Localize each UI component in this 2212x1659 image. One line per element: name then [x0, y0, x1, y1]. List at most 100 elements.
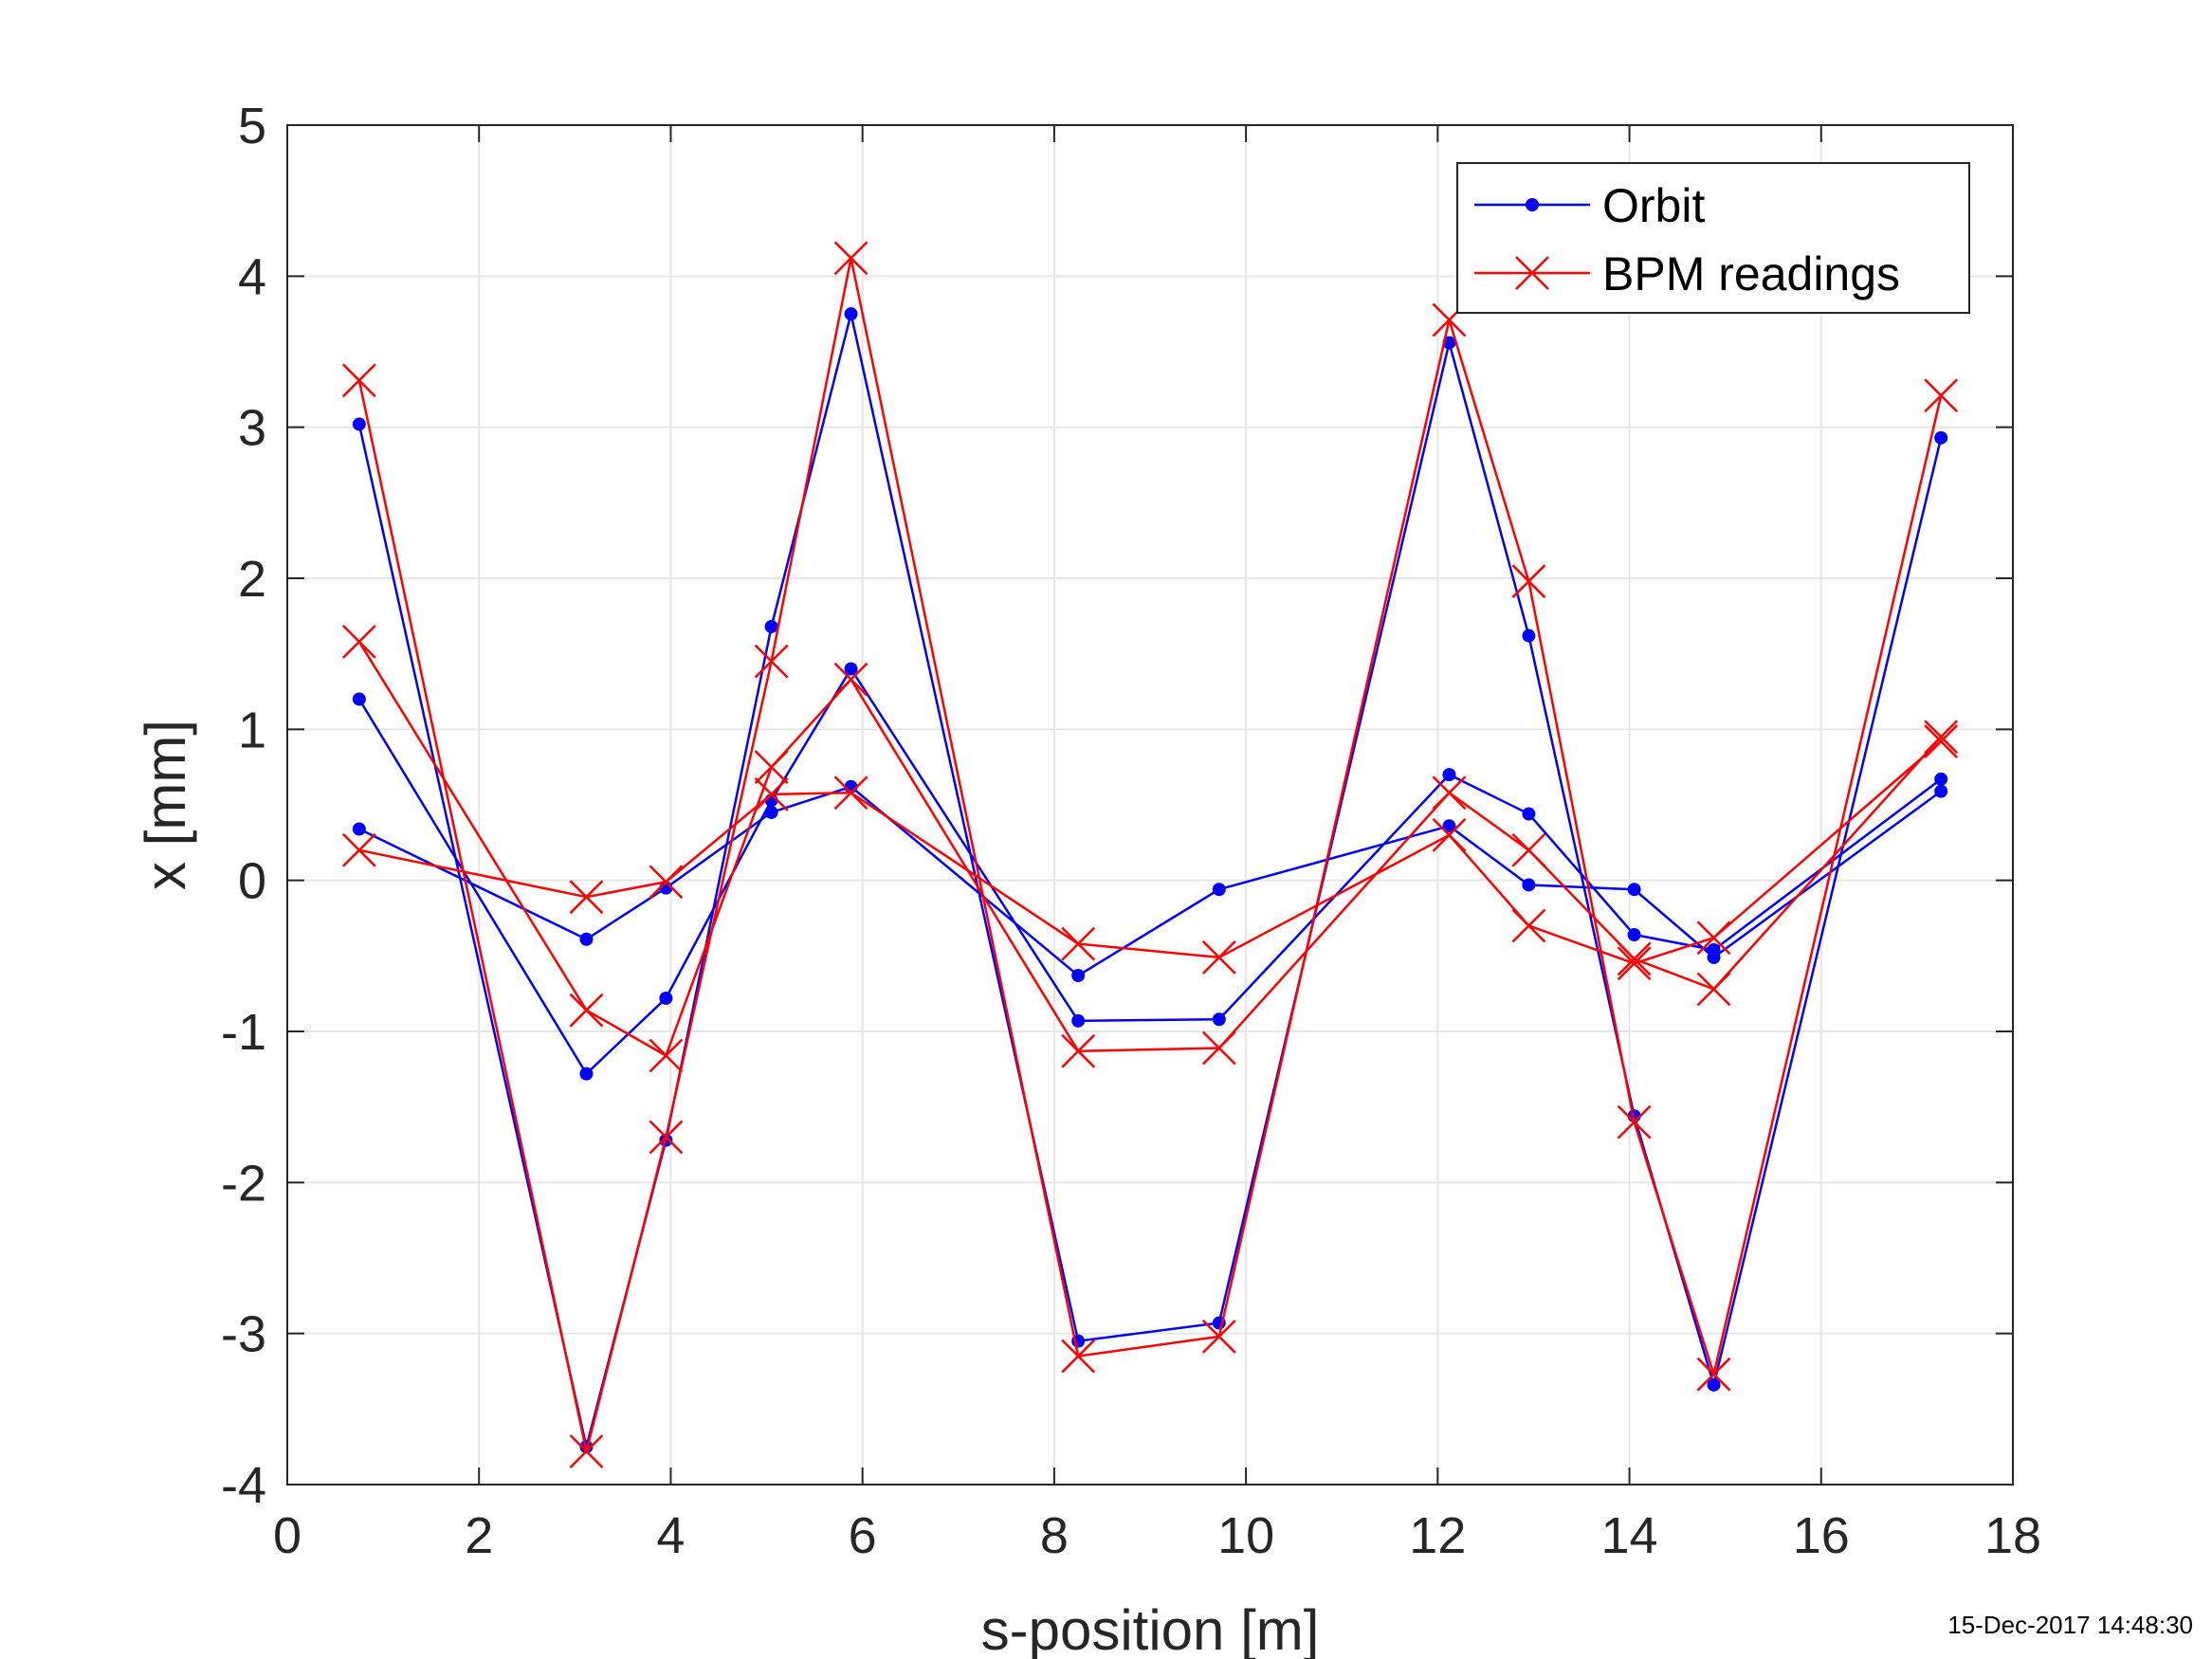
x-tick-label: 12: [1409, 1507, 1466, 1564]
bpm-point: [1061, 1339, 1096, 1374]
x-tick-label: 16: [1793, 1507, 1850, 1564]
bpm-point: [341, 832, 376, 867]
x-tick-label: 14: [1601, 1507, 1658, 1564]
bpm-series: [341, 241, 1959, 1468]
bpm-line: [357, 256, 1943, 1453]
y-tick-label: 4: [238, 248, 266, 305]
bpm-point: [754, 750, 789, 785]
orbit-point: [1212, 883, 1226, 897]
y-axis-label: x [mm]: [134, 720, 197, 890]
bpm-point: [1432, 817, 1467, 852]
bpm-point: [1617, 941, 1652, 976]
y-tick-label: 0: [238, 853, 266, 910]
bpm-point: [569, 993, 604, 1028]
x-tick-label: 6: [849, 1507, 877, 1564]
bpm-point: [833, 775, 868, 811]
orbit-point: [579, 1066, 594, 1081]
y-tick-label: 2: [238, 551, 266, 608]
orbit-point: [659, 991, 673, 1005]
legend-item-bpm: BPM readings: [1474, 247, 1900, 301]
bpm-series: [341, 625, 1959, 1073]
bpm-point: [1201, 1030, 1236, 1066]
orbit-point: [352, 417, 366, 431]
orbit-point: [1627, 928, 1641, 942]
bpm-point: [1617, 946, 1652, 981]
orbit-point: [579, 932, 594, 946]
x-tick-label: 8: [1040, 1507, 1069, 1564]
bpm-point: [341, 625, 376, 659]
y-tick-label: -2: [221, 1155, 266, 1212]
bpm-point: [649, 1120, 684, 1155]
orbit-point: [1627, 883, 1641, 897]
orbit-point: [1522, 878, 1536, 892]
bpm-series: [341, 724, 1959, 981]
bpm-point: [1061, 1033, 1096, 1068]
bpm-point: [1201, 940, 1236, 975]
bpm-point: [1696, 921, 1731, 956]
orbit-point: [1707, 950, 1721, 964]
x-tick-label: 4: [656, 1507, 685, 1564]
orbit-point: [1934, 784, 1948, 798]
bpm-point: [1617, 1104, 1652, 1139]
orbit-point: [1522, 629, 1536, 643]
legend-label: BPM readings: [1602, 247, 1900, 301]
orbit-point: [1212, 1012, 1226, 1027]
legend-item-orbit: Orbit: [1474, 179, 1705, 232]
orbit-point: [764, 805, 778, 819]
y-tick-label: 1: [238, 702, 266, 758]
bpm-point: [569, 1434, 604, 1468]
legend-box: [1456, 162, 1970, 314]
orbit-point: [1071, 1013, 1086, 1028]
bpm-line: [357, 641, 1943, 1057]
x-tick-label: 0: [273, 1507, 302, 1564]
orbit-point: [1442, 819, 1456, 833]
y-tick-label: -3: [221, 1306, 266, 1363]
orbit-point: [844, 662, 858, 676]
orbit-point: [764, 619, 778, 633]
x-axis-label: s-position [m]: [981, 1598, 1320, 1659]
y-tick-label: -1: [221, 1004, 266, 1061]
orbit-point: [352, 692, 366, 706]
bpm-point: [833, 241, 868, 276]
bpm-point: [1924, 724, 1959, 758]
bpm-point: [833, 662, 868, 697]
bpm-point: [1061, 926, 1096, 961]
axes-box: [286, 124, 2014, 1486]
bpm-point: [649, 1038, 684, 1073]
orbit-point: [352, 822, 366, 836]
y-tick-label: 3: [238, 400, 266, 457]
timestamp: 15-Dec-2017 14:48:30: [1947, 1611, 2193, 1639]
orbit-point: [1071, 969, 1086, 983]
orbit-line: [357, 667, 1942, 1075]
orbit-point: [1526, 198, 1539, 211]
orbit-point: [1707, 1377, 1721, 1392]
legend-items: Orbit BPM readings: [1474, 179, 1900, 301]
bpm-point: [1511, 832, 1546, 867]
legend-label: Orbit: [1602, 179, 1705, 232]
orbit-point: [844, 307, 858, 321]
bpm-point: [1515, 256, 1549, 290]
x-tick-label: 18: [1984, 1507, 2041, 1564]
bpm-point: [1201, 1319, 1236, 1354]
orbit-point: [1442, 768, 1456, 782]
bpm-point: [1924, 720, 1959, 755]
bpm-point: [1511, 564, 1546, 599]
orbit-point: [1522, 807, 1536, 821]
x-tick-label: 10: [1217, 1507, 1274, 1564]
bpm-point: [754, 776, 789, 811]
bpm-point: [1432, 775, 1467, 811]
x-tick-label: 2: [465, 1507, 493, 1564]
orbit-point: [1934, 772, 1948, 786]
bpm-point: [569, 880, 604, 915]
plot-series: [341, 241, 1959, 1468]
legend: Orbit BPM readings: [1456, 162, 1970, 314]
bpm-point: [341, 363, 376, 398]
bpm-point: [754, 644, 789, 679]
bpm-point: [649, 865, 684, 900]
tick-marks: [286, 124, 2014, 1486]
bpm-point: [1696, 972, 1731, 1007]
orbit-point: [1934, 430, 1948, 445]
bpm-point: [1924, 378, 1959, 413]
